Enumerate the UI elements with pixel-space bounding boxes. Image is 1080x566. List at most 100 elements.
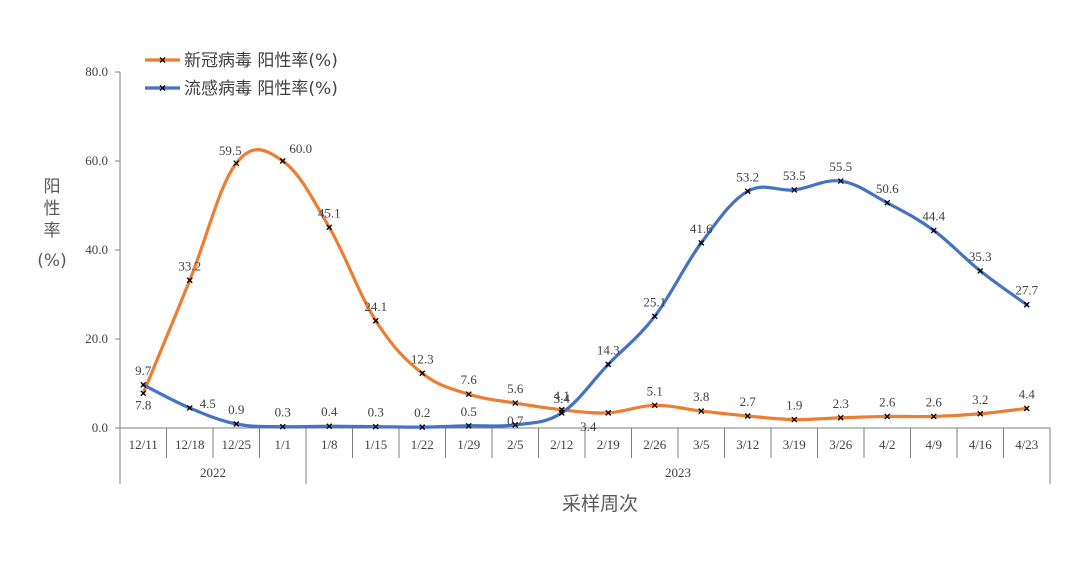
data-label: 7.6 bbox=[461, 372, 478, 387]
x-tick-label: 12/11 bbox=[129, 437, 158, 452]
data-point-marker bbox=[651, 402, 658, 409]
data-label: 53.2 bbox=[736, 169, 759, 184]
y-tick-label: 80.0 bbox=[85, 64, 108, 79]
data-point-marker bbox=[465, 422, 472, 429]
x-tick-label: 2/19 bbox=[597, 437, 620, 452]
x-tick-label: 3/26 bbox=[829, 437, 853, 452]
data-point-marker bbox=[512, 400, 519, 407]
data-label: 2.6 bbox=[926, 394, 943, 409]
data-label: 12.3 bbox=[411, 351, 434, 366]
x-tick-label: 4/23 bbox=[1015, 437, 1038, 452]
data-label: 55.5 bbox=[829, 159, 852, 174]
data-point-marker bbox=[791, 416, 798, 423]
legend-item: 新冠病毒 阳性率(%) bbox=[145, 51, 338, 71]
data-labels: 7.833.259.5 60.045.124.112.37.65.6 4.13.45… bbox=[135, 141, 1039, 434]
data-point-marker bbox=[326, 423, 333, 430]
data-point-marker bbox=[698, 408, 705, 415]
axes: 0.0 20.0 40.0 60.0 80.0 12/11 12/18 12/25 1/1 1/8… bbox=[37, 64, 1051, 515]
data-point-marker bbox=[837, 178, 844, 184]
data-label: 2.3 bbox=[833, 396, 849, 411]
x-tick-label: 3/19 bbox=[783, 437, 806, 452]
data-point-marker bbox=[279, 423, 286, 430]
data-point-marker bbox=[233, 421, 240, 427]
data-label: 60.0 bbox=[289, 141, 312, 156]
data-label: 50.6 bbox=[876, 181, 899, 196]
data-point-marker bbox=[930, 227, 937, 234]
data-point-marker bbox=[837, 414, 844, 421]
data-markers bbox=[140, 158, 1030, 431]
series-line-0 bbox=[141, 148, 1029, 422]
data-label: 25.1 bbox=[643, 294, 666, 309]
data-label: 35.3 bbox=[969, 249, 992, 264]
data-label: 33.2 bbox=[178, 258, 201, 273]
data-label: 3.8 bbox=[693, 389, 709, 404]
data-point-marker bbox=[791, 186, 798, 193]
data-point-marker bbox=[884, 199, 891, 206]
x-tick-label: 12/18 bbox=[175, 437, 205, 452]
x-tick-label: 1/15 bbox=[364, 437, 387, 452]
data-point-marker bbox=[419, 424, 426, 431]
data-point-marker bbox=[233, 160, 240, 167]
data-label: 27.7 bbox=[1015, 283, 1038, 298]
data-point-marker bbox=[605, 361, 612, 368]
legend-label: 新冠病毒 阳性率(%) bbox=[184, 51, 338, 71]
x-tick-label: 1/1 bbox=[274, 437, 291, 452]
legend-item: 流感病毒 阳性率(%) bbox=[145, 79, 338, 99]
data-label: 1.9 bbox=[786, 398, 802, 413]
y-tick-label: 20.0 bbox=[85, 331, 108, 346]
legend: 新冠病毒 阳性率(%) 流感病毒 阳性率(%) bbox=[145, 51, 338, 99]
data-point-marker bbox=[930, 413, 937, 420]
data-label: 3.4 bbox=[580, 419, 597, 434]
data-point-marker bbox=[698, 239, 705, 246]
data-point-marker bbox=[1023, 301, 1030, 308]
data-point-marker bbox=[465, 391, 472, 398]
data-label: 4.4 bbox=[1019, 386, 1036, 401]
data-label: 5.1 bbox=[647, 383, 663, 398]
x-tick-label: 2/5 bbox=[507, 437, 524, 452]
data-point-marker bbox=[372, 423, 379, 430]
data-point-marker bbox=[744, 413, 751, 419]
data-label: 9.7 bbox=[135, 363, 152, 378]
year-group-label: 2022 bbox=[200, 465, 226, 480]
data-label: 0.4 bbox=[321, 404, 338, 419]
data-label: 0.3 bbox=[368, 405, 384, 420]
x-tick-label: 4/16 bbox=[969, 437, 993, 452]
data-point-marker bbox=[558, 409, 565, 416]
data-label: 53.5 bbox=[783, 168, 806, 183]
data-label: 3.4 bbox=[554, 391, 571, 406]
x-tick-label: 2/12 bbox=[550, 437, 573, 452]
data-label: 0.3 bbox=[275, 405, 291, 420]
data-label: 7.8 bbox=[135, 397, 151, 412]
x-tick-label: 1/29 bbox=[457, 437, 480, 452]
data-point-marker bbox=[372, 317, 379, 324]
data-label: 2.6 bbox=[879, 394, 896, 409]
data-label: 0.7 bbox=[507, 413, 524, 428]
data-point-marker bbox=[977, 410, 984, 417]
data-point-marker bbox=[977, 267, 984, 274]
x-tick-label: 4/2 bbox=[879, 437, 896, 452]
data-point-marker bbox=[419, 370, 426, 377]
x-tick-label: 3/12 bbox=[736, 437, 759, 452]
data-point-marker bbox=[605, 409, 612, 416]
data-label: 59.5 bbox=[219, 143, 242, 158]
data-label: 41.6 bbox=[690, 221, 713, 236]
y-tick-label: 60.0 bbox=[85, 153, 108, 168]
data-point-marker bbox=[140, 390, 147, 397]
y-axis-title: 阳性率(%) bbox=[37, 177, 66, 271]
data-label: 4.5 bbox=[200, 396, 216, 411]
x-tick-label: 1/8 bbox=[321, 437, 338, 452]
data-label: 0.2 bbox=[414, 405, 430, 420]
data-point-marker bbox=[884, 413, 891, 420]
data-point-marker bbox=[1023, 405, 1030, 412]
data-point-marker bbox=[279, 158, 286, 164]
series-lines bbox=[141, 148, 1029, 429]
x-axis-title: 采样周次 bbox=[562, 493, 638, 515]
data-label: 4.1 bbox=[554, 388, 570, 403]
data-label: 0.9 bbox=[228, 402, 244, 417]
data-label: 3.2 bbox=[972, 392, 988, 407]
data-label: 24.1 bbox=[364, 299, 387, 314]
legend-label: 流感病毒 阳性率(%) bbox=[184, 79, 338, 99]
x-tick-label: 3/5 bbox=[693, 437, 710, 452]
y-tick-label: 40.0 bbox=[85, 242, 108, 257]
